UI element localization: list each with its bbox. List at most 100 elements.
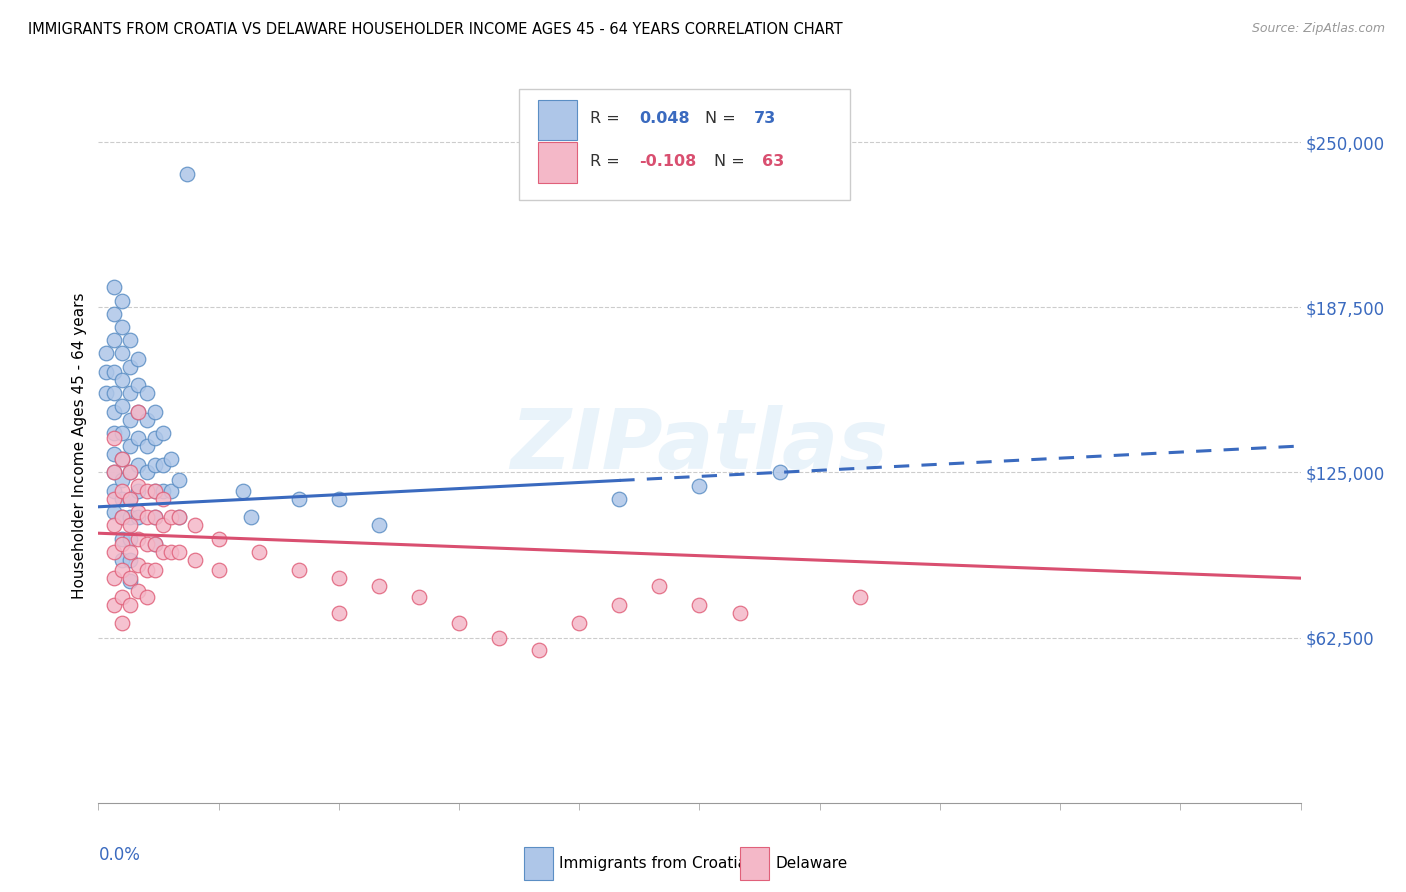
Point [120,510,142,524]
Point [688,478,710,492]
Point [120,598,142,612]
Text: Immigrants from Croatia: Immigrants from Croatia [558,856,747,871]
Point [159,452,181,467]
Point [143,483,166,498]
Point [648,579,671,593]
Point [120,518,142,533]
Point [183,518,205,533]
Point [120,574,142,588]
Point [96,365,118,379]
Point [103,466,125,480]
FancyBboxPatch shape [741,847,769,880]
Text: R =: R = [591,111,624,126]
Point [143,563,166,577]
Point [152,425,174,440]
Point [728,606,751,620]
Point [120,491,142,506]
Point [239,510,262,524]
Text: R =: R = [591,153,624,169]
Point [103,425,125,440]
Point [768,466,790,480]
Point [128,404,150,418]
Point [120,439,142,453]
Point [488,631,510,645]
Point [849,590,872,604]
Point [111,452,134,467]
Point [135,466,157,480]
Point [128,478,150,492]
Point [167,545,190,559]
Point [111,552,134,566]
Point [103,571,125,585]
Point [103,598,125,612]
Point [176,167,198,181]
Text: 0.048: 0.048 [640,111,690,126]
Point [128,431,150,445]
Point [167,510,190,524]
Point [128,505,150,519]
Text: Source: ZipAtlas.com: Source: ZipAtlas.com [1251,22,1385,36]
Point [103,491,125,506]
Point [103,431,125,445]
Point [103,386,125,401]
Point [328,571,350,585]
Point [128,404,150,418]
Point [120,386,142,401]
Point [135,386,157,401]
Point [143,510,166,524]
Point [128,584,150,599]
Point [111,616,134,631]
Point [111,563,134,577]
Point [609,598,631,612]
Point [288,491,311,506]
Point [103,333,125,347]
Point [103,280,125,294]
Point [288,563,311,577]
FancyBboxPatch shape [538,100,576,140]
Text: 73: 73 [754,111,776,126]
Point [143,404,166,418]
FancyBboxPatch shape [524,847,553,880]
Point [167,474,190,488]
Point [159,510,181,524]
Point [120,571,142,585]
Point [368,518,391,533]
Point [447,616,470,631]
Point [208,563,231,577]
Point [103,545,125,559]
Point [120,466,142,480]
Text: N =: N = [706,111,741,126]
Text: IMMIGRANTS FROM CROATIA VS DELAWARE HOUSEHOLDER INCOME AGES 45 - 64 YEARS CORREL: IMMIGRANTS FROM CROATIA VS DELAWARE HOUS… [28,22,842,37]
Point [111,510,134,524]
Point [103,447,125,461]
Point [143,510,166,524]
Point [152,545,174,559]
Point [120,412,142,426]
FancyBboxPatch shape [519,89,849,200]
Y-axis label: Householder Income Ages 45 - 64 years: Householder Income Ages 45 - 64 years [72,293,87,599]
Point [152,458,174,472]
Point [208,532,231,546]
Point [128,532,150,546]
Point [111,474,134,488]
Point [135,563,157,577]
Point [143,537,166,551]
Point [111,537,134,551]
Point [128,483,150,498]
Point [103,518,125,533]
Point [103,307,125,321]
Point [688,598,710,612]
Point [111,400,134,414]
Text: 0.0%: 0.0% [98,846,141,863]
Point [143,458,166,472]
Point [120,552,142,566]
Point [128,558,150,572]
Point [111,452,134,467]
Point [103,404,125,418]
Point [103,505,125,519]
Point [568,616,591,631]
Text: Delaware: Delaware [775,856,848,871]
Point [135,590,157,604]
Point [103,483,125,498]
Point [111,510,134,524]
